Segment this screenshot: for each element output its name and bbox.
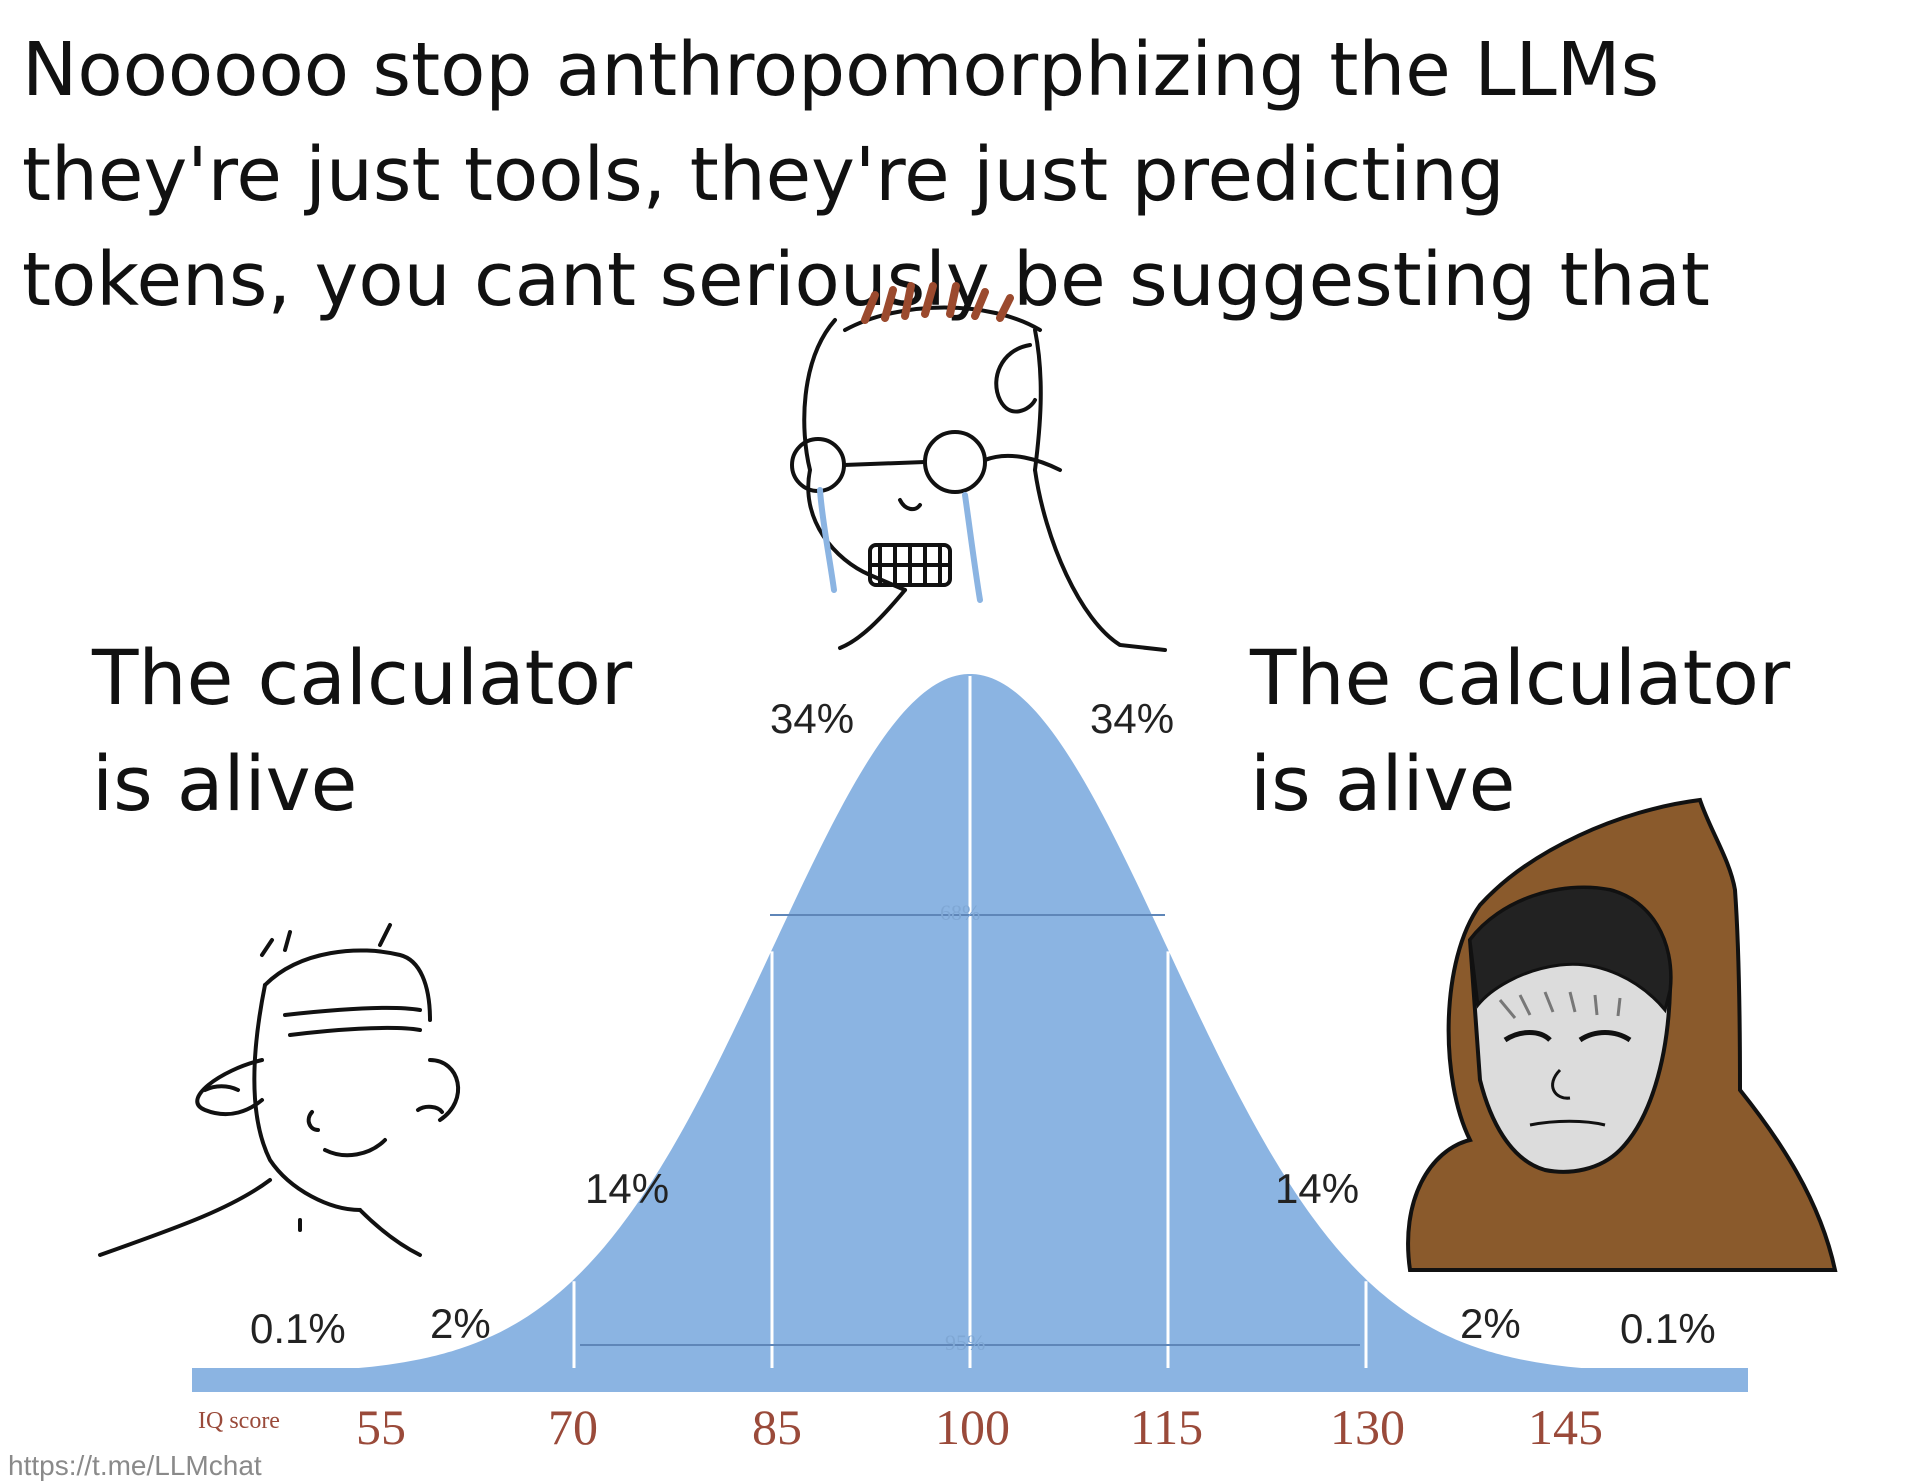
left-label: The calculator is alive <box>92 625 632 837</box>
left-label-line-1: The calculator <box>92 633 633 722</box>
tick-100: 100 <box>935 1399 1010 1455</box>
right-label: The calculator is alive <box>1250 625 1790 837</box>
pct-left-14: 14% <box>585 1165 670 1212</box>
tick-85: 85 <box>752 1399 802 1455</box>
tick-115: 115 <box>1130 1399 1204 1455</box>
axis-strip <box>192 1368 1748 1392</box>
meme-caption: Noooooo stop anthropomorphizing the LLMs… <box>22 18 1922 333</box>
caption-line-1: Noooooo stop anthropomorphizing the LLMs <box>22 27 1660 113</box>
pct-right-14: 14% <box>1275 1165 1360 1212</box>
pct-far-left: 0.1% <box>250 1305 346 1352</box>
band-68-label: 68% <box>940 900 981 925</box>
right-label-line-1: The calculator <box>1250 633 1791 722</box>
tick-145: 145 <box>1528 1399 1603 1455</box>
watermark-link: https://t.me/LLMchat <box>8 1450 262 1481</box>
hooded-wojak <box>1406 797 1838 1272</box>
tick-130: 130 <box>1330 1399 1405 1455</box>
wojak-simple-face <box>98 923 460 1257</box>
band-95-label: 95% <box>945 1330 986 1355</box>
pct-left-2: 2% <box>430 1300 491 1347</box>
pct-right-2: 2% <box>1460 1300 1521 1347</box>
tick-70: 70 <box>548 1399 598 1455</box>
pct-far-right: 0.1% <box>1620 1305 1716 1352</box>
pct-left-34: 34% <box>770 695 855 742</box>
pct-right-34: 34% <box>1090 695 1175 742</box>
tick-55: 55 <box>356 1399 406 1455</box>
caption-line-2: they're just tools, they're just predict… <box>22 132 1505 218</box>
left-label-line-2: is alive <box>92 739 358 828</box>
right-label-line-2: is alive <box>1250 739 1516 828</box>
iq-score-label: IQ score <box>198 1408 280 1434</box>
crying-glasses-wojak <box>790 282 1167 652</box>
